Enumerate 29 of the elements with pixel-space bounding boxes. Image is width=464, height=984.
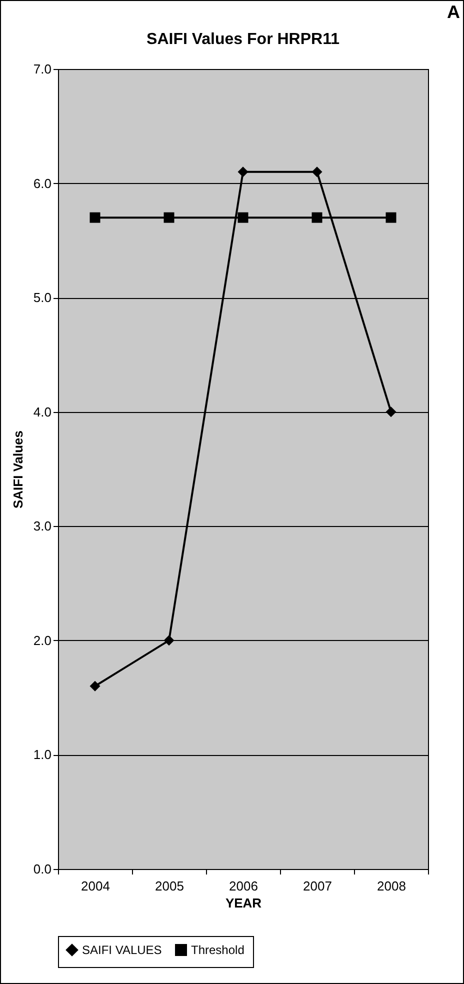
point xyxy=(386,406,396,418)
y-tick-label: 4.0 xyxy=(33,404,52,420)
point xyxy=(312,166,322,178)
point xyxy=(164,212,174,223)
y-tick-label: 1.0 xyxy=(33,747,52,762)
point xyxy=(386,212,396,223)
x-axis-title: YEAR xyxy=(225,896,262,910)
y-tick-label: 7.0 xyxy=(33,62,52,76)
point xyxy=(238,212,248,223)
point xyxy=(164,635,174,646)
y-tick-label: 3.0 xyxy=(33,518,52,534)
legend-label: SAIFI VALUES xyxy=(82,943,162,957)
text: A xyxy=(447,2,460,23)
x-tick-label: 2007 xyxy=(303,878,332,894)
legend-label: Threshold xyxy=(191,943,244,957)
y-tick-label: 2.0 xyxy=(33,632,52,648)
y-tick-label: 5.0 xyxy=(33,290,52,306)
y-axis-title: SAIFI Values xyxy=(10,430,26,509)
x-tick-label: 2006 xyxy=(229,878,258,894)
point xyxy=(90,212,100,223)
y-tick-label: 0.0 xyxy=(33,862,52,876)
chart-title: SAIFI Values For HRPR11 xyxy=(146,31,340,48)
x-tick-label: 2008 xyxy=(377,878,406,894)
y-tick-label: 6.0 xyxy=(33,176,52,191)
x-tick-label: 2004 xyxy=(81,878,110,894)
point xyxy=(90,680,100,692)
point xyxy=(312,212,322,223)
point xyxy=(238,166,248,178)
x-tick-label: 2005 xyxy=(155,878,184,894)
